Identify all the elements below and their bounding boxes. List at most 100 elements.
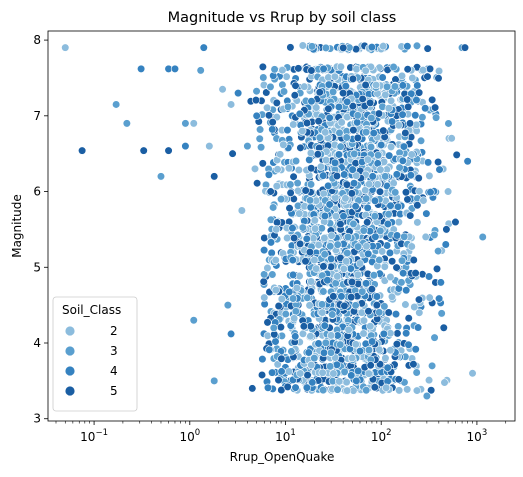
data-point [383, 219, 392, 229]
data-point [353, 118, 362, 127]
data-point [296, 239, 305, 248]
x-tick-label: 103 [467, 428, 488, 444]
data-point [306, 332, 315, 341]
data-point [403, 42, 412, 51]
series-point [305, 248, 315, 257]
data-point [257, 370, 267, 380]
data-point [379, 126, 388, 135]
data-point [375, 308, 384, 317]
y-axis-label: Magnitude [10, 194, 24, 258]
data-point [326, 262, 336, 271]
data-point [351, 340, 360, 349]
data-point [365, 180, 374, 189]
data-point [369, 128, 378, 138]
series-point [381, 172, 390, 181]
series-point [460, 43, 470, 52]
data-point [401, 300, 410, 309]
data-point [307, 42, 317, 51]
data-point [375, 345, 384, 354]
data-point [335, 128, 344, 137]
data-point [307, 66, 316, 75]
data-point [434, 246, 443, 256]
data-point [404, 314, 413, 323]
data-point [347, 371, 356, 380]
data-point [288, 255, 297, 265]
data-point [278, 66, 287, 75]
data-point [423, 44, 432, 53]
legend-box [52, 296, 138, 412]
data-point [286, 188, 295, 198]
data-point [351, 202, 360, 211]
data-point [389, 179, 398, 188]
data-point [403, 95, 412, 104]
series-point [422, 391, 431, 401]
data-point [401, 128, 410, 138]
data-point [331, 279, 340, 288]
series-point [250, 164, 260, 173]
data-point [267, 248, 276, 258]
data-point [382, 82, 392, 91]
data-point [305, 301, 314, 310]
x-tick-label: 10−1 [80, 428, 108, 444]
data-point [349, 126, 358, 135]
data-point [428, 95, 437, 104]
data-point [425, 64, 435, 73]
data-point [358, 287, 367, 296]
data-point [341, 82, 350, 91]
data-point [272, 98, 281, 108]
data-point [435, 294, 444, 303]
series-point [415, 308, 424, 317]
data-point [339, 212, 348, 221]
data-point [286, 43, 295, 52]
data-point [432, 113, 441, 122]
data-point [272, 182, 281, 191]
data-point [413, 323, 423, 332]
x-tick-label: 100 [179, 428, 200, 444]
data-point [319, 385, 328, 395]
data-point [293, 186, 303, 195]
data-point [264, 170, 273, 179]
data-point [393, 329, 402, 338]
data-point [376, 165, 385, 174]
data-point [398, 156, 407, 165]
data-point [315, 133, 324, 142]
data-point [424, 376, 434, 385]
data-point [306, 203, 315, 212]
data-point [376, 226, 385, 235]
data-point [301, 257, 310, 266]
data-point [397, 71, 407, 80]
data-point [410, 302, 419, 312]
data-point [427, 386, 436, 395]
data-point [414, 174, 423, 183]
data-point [284, 164, 294, 173]
data-point [392, 263, 401, 272]
data-point [444, 119, 453, 128]
data-point [434, 157, 443, 167]
data-point [419, 196, 428, 205]
data-point [333, 385, 342, 394]
y-tick-label: 5 [33, 260, 41, 274]
data-point [403, 195, 412, 204]
data-point [268, 368, 277, 377]
data-point [348, 74, 358, 84]
data-point [285, 287, 294, 296]
legend-entries: 2 3 4 5 [64, 324, 118, 398]
data-point [347, 189, 356, 198]
data-point [392, 170, 401, 179]
data-point [381, 354, 390, 363]
data-point [386, 96, 396, 105]
series-point [384, 104, 393, 113]
data-point [319, 262, 328, 271]
data-point [401, 188, 411, 197]
data-point [355, 347, 365, 356]
data-point [385, 151, 394, 160]
data-point [310, 255, 319, 265]
series-point [442, 225, 451, 234]
data-point [331, 212, 341, 221]
data-point [258, 159, 267, 168]
data-point [326, 242, 335, 251]
data-point [296, 143, 305, 152]
data-point [406, 171, 415, 180]
data-point [307, 97, 316, 106]
